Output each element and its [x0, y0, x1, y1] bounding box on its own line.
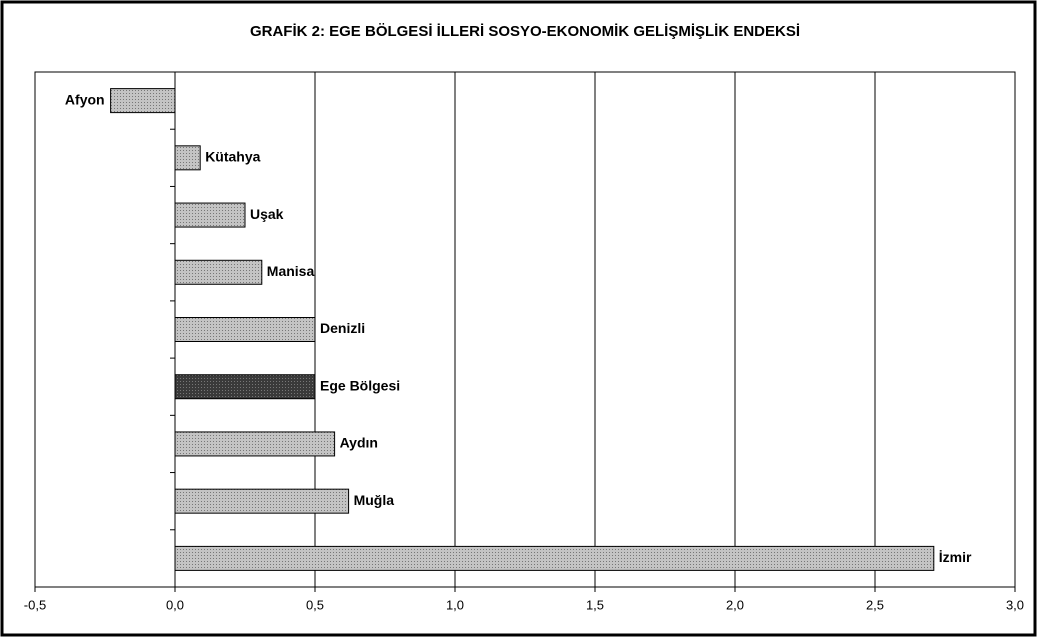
bar — [110, 88, 176, 114]
x-tick-label: 3,0 — [1006, 597, 1024, 612]
chart-title: GRAFİK 2: EGE BÖLGESİ İLLERİ SOSYO-EKONO… — [250, 23, 800, 40]
bar — [174, 545, 935, 571]
bar — [174, 431, 336, 457]
bar — [174, 488, 350, 514]
bar-label: Afyon — [65, 91, 105, 107]
x-tick-label: 1,0 — [446, 597, 464, 612]
x-tick-label: -0,5 — [24, 597, 46, 612]
bar-label: Uşak — [250, 206, 284, 222]
x-tick-label: 2,5 — [866, 597, 884, 612]
bar-label: Manisa — [267, 263, 315, 279]
bar-label: İzmir — [939, 549, 972, 565]
bar — [174, 374, 316, 400]
bar-label: Muğla — [354, 492, 395, 508]
x-tick-label: 1,5 — [586, 597, 604, 612]
bar — [174, 145, 201, 171]
x-tick-label: 2,0 — [726, 597, 744, 612]
bar-label: Kütahya — [205, 149, 260, 165]
bar — [174, 259, 263, 285]
bar — [174, 202, 246, 228]
x-tick-label: 0,5 — [306, 597, 324, 612]
bar — [174, 317, 316, 342]
bar-label: Aydın — [340, 435, 378, 451]
bar-label: Denizli — [320, 320, 365, 336]
x-tick-label: 0,0 — [166, 597, 184, 612]
bar-label: Ege Bölgesi — [320, 377, 400, 393]
